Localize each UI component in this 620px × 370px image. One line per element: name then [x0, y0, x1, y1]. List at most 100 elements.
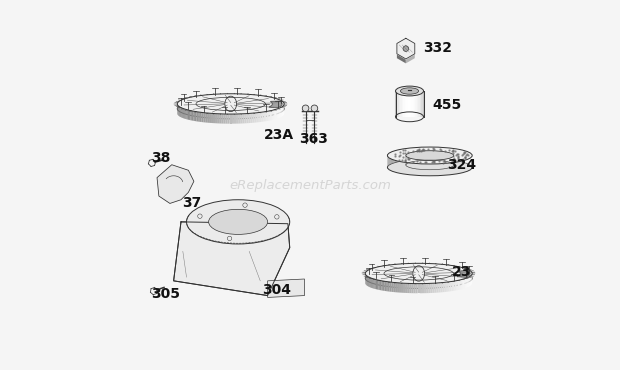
- Circle shape: [311, 105, 317, 112]
- Polygon shape: [436, 283, 438, 293]
- Polygon shape: [380, 280, 381, 290]
- Ellipse shape: [187, 200, 290, 244]
- Polygon shape: [157, 165, 194, 204]
- Text: 305: 305: [151, 287, 180, 301]
- Polygon shape: [193, 111, 195, 121]
- Polygon shape: [252, 113, 254, 123]
- Polygon shape: [467, 278, 468, 287]
- Polygon shape: [262, 112, 264, 122]
- Polygon shape: [454, 149, 456, 161]
- Polygon shape: [247, 114, 249, 123]
- Polygon shape: [435, 283, 436, 293]
- Polygon shape: [232, 114, 234, 124]
- Circle shape: [303, 105, 309, 112]
- Polygon shape: [417, 147, 420, 159]
- Polygon shape: [469, 276, 470, 286]
- Polygon shape: [466, 151, 467, 164]
- Polygon shape: [198, 112, 200, 122]
- Text: 38: 38: [151, 151, 170, 165]
- Polygon shape: [411, 148, 414, 160]
- Polygon shape: [281, 107, 282, 117]
- Polygon shape: [223, 114, 226, 124]
- Polygon shape: [200, 112, 202, 122]
- Polygon shape: [397, 54, 406, 63]
- Polygon shape: [229, 114, 232, 124]
- Polygon shape: [265, 111, 267, 121]
- Polygon shape: [264, 112, 265, 122]
- Text: 455: 455: [432, 98, 462, 112]
- Polygon shape: [377, 280, 378, 290]
- Polygon shape: [451, 281, 453, 291]
- Polygon shape: [461, 279, 462, 289]
- Polygon shape: [442, 147, 444, 159]
- Polygon shape: [422, 147, 424, 159]
- Polygon shape: [433, 147, 435, 159]
- Polygon shape: [241, 114, 242, 124]
- Polygon shape: [406, 38, 415, 48]
- Polygon shape: [268, 279, 304, 297]
- Polygon shape: [254, 113, 256, 122]
- Polygon shape: [388, 282, 389, 292]
- Polygon shape: [422, 283, 424, 293]
- Polygon shape: [213, 114, 215, 123]
- Polygon shape: [269, 101, 282, 108]
- Polygon shape: [258, 112, 260, 122]
- Polygon shape: [195, 111, 197, 121]
- Polygon shape: [409, 148, 411, 160]
- Polygon shape: [197, 112, 198, 122]
- Polygon shape: [465, 151, 466, 163]
- Polygon shape: [389, 282, 391, 292]
- Polygon shape: [468, 277, 469, 287]
- Polygon shape: [226, 114, 228, 124]
- Polygon shape: [396, 150, 397, 162]
- Polygon shape: [271, 110, 272, 120]
- Ellipse shape: [396, 86, 423, 96]
- Ellipse shape: [177, 98, 284, 119]
- Polygon shape: [391, 282, 393, 292]
- Polygon shape: [190, 111, 192, 121]
- Polygon shape: [211, 113, 213, 123]
- Polygon shape: [462, 279, 463, 289]
- Polygon shape: [450, 148, 452, 160]
- Polygon shape: [371, 278, 372, 288]
- Ellipse shape: [177, 94, 284, 114]
- Polygon shape: [202, 112, 203, 122]
- Polygon shape: [428, 283, 430, 293]
- Polygon shape: [409, 283, 411, 293]
- Polygon shape: [397, 38, 415, 59]
- Polygon shape: [260, 112, 262, 122]
- Polygon shape: [249, 113, 250, 123]
- Polygon shape: [180, 107, 182, 117]
- Polygon shape: [215, 114, 217, 123]
- Polygon shape: [420, 283, 422, 293]
- Text: 332: 332: [423, 41, 453, 55]
- Polygon shape: [270, 111, 271, 121]
- Polygon shape: [444, 148, 446, 159]
- Polygon shape: [192, 111, 193, 121]
- Polygon shape: [389, 152, 391, 165]
- Polygon shape: [274, 110, 275, 120]
- Polygon shape: [414, 148, 415, 159]
- Polygon shape: [426, 283, 428, 293]
- Polygon shape: [435, 147, 438, 159]
- Polygon shape: [219, 114, 221, 124]
- Polygon shape: [428, 147, 431, 159]
- Polygon shape: [424, 283, 426, 293]
- Polygon shape: [374, 279, 376, 289]
- Ellipse shape: [401, 88, 419, 94]
- Polygon shape: [182, 108, 184, 118]
- Polygon shape: [391, 152, 392, 164]
- Polygon shape: [401, 149, 402, 161]
- Polygon shape: [427, 147, 428, 159]
- Polygon shape: [276, 109, 277, 119]
- Ellipse shape: [388, 147, 472, 164]
- Polygon shape: [453, 281, 454, 291]
- Polygon shape: [469, 152, 470, 165]
- Text: 23: 23: [452, 265, 471, 279]
- Polygon shape: [403, 283, 405, 293]
- Polygon shape: [381, 281, 383, 290]
- Polygon shape: [217, 114, 219, 124]
- Polygon shape: [438, 147, 440, 159]
- Polygon shape: [466, 278, 467, 288]
- Polygon shape: [458, 149, 459, 161]
